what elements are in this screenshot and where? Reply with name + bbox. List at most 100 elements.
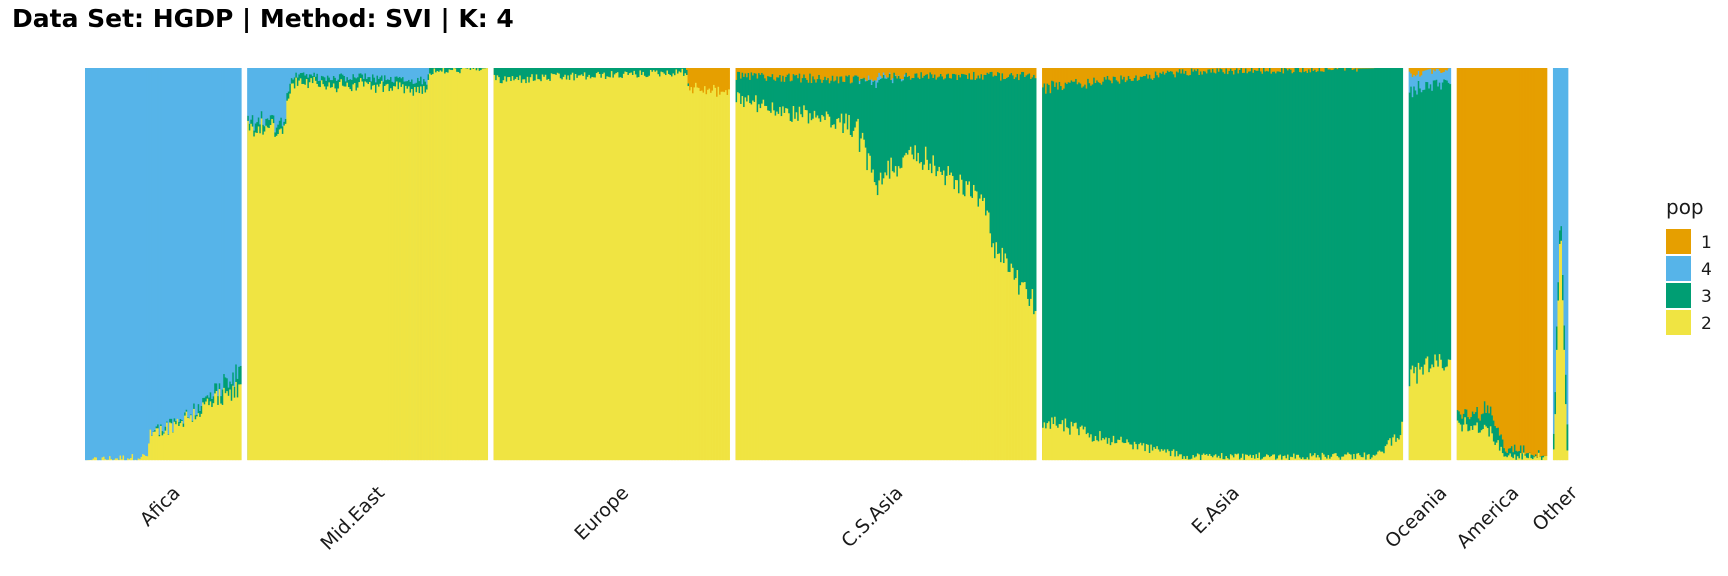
bar-segment-pop-3 xyxy=(1440,89,1443,360)
bar-segment-pop-2 xyxy=(158,436,161,461)
bar-segment-pop-2 xyxy=(1124,442,1127,461)
bar-segment-pop-2 xyxy=(677,73,679,461)
bar-segment-pop-2 xyxy=(352,84,355,461)
bar-segment-pop-1 xyxy=(1479,68,1482,421)
bar-segment-pop-1 xyxy=(885,68,888,78)
bar-segment-pop-3 xyxy=(827,77,830,115)
bar-segment-pop-3 xyxy=(1178,68,1181,455)
bar-segment-pop-2 xyxy=(1500,446,1503,461)
bar-segment-pop-1 xyxy=(762,68,765,75)
bar-segment-pop-2 xyxy=(1401,421,1404,461)
bar-segment-pop-1 xyxy=(1009,68,1011,75)
bar-segment-pop-3 xyxy=(612,68,615,78)
bar-segment-pop-2 xyxy=(325,89,328,461)
bar-segment-pop-3 xyxy=(657,68,660,75)
bar-segment-pop-3 xyxy=(785,76,788,109)
bar-segment-pop-2 xyxy=(1033,313,1035,461)
bar-segment-pop-2 xyxy=(127,458,129,461)
bar-segment-pop-1 xyxy=(1413,68,1416,75)
bar-segment-pop-3 xyxy=(472,68,475,69)
bar-segment-pop-1 xyxy=(912,68,915,79)
bar-segment-pop-2 xyxy=(233,397,236,461)
bar-segment-pop-3 xyxy=(202,397,205,403)
bar-segment-pop-2 xyxy=(208,404,211,461)
bar-segment-pop-2 xyxy=(942,170,945,461)
bar-segment-pop-3 xyxy=(879,78,882,173)
bar-segment-pop-2 xyxy=(359,77,362,461)
bar-segment-pop-3 xyxy=(1518,450,1521,459)
bar-segment-pop-2 xyxy=(1537,452,1540,461)
bar-segment-pop-1 xyxy=(1139,68,1142,77)
bar-segment-pop-2 xyxy=(985,215,987,461)
bar-segment-pop-2 xyxy=(849,134,852,461)
bar-segment-pop-3 xyxy=(528,68,531,83)
bar-segment-pop-2 xyxy=(173,421,176,461)
bar-segment-pop-2 xyxy=(1244,454,1247,461)
bar-segment-pop-1 xyxy=(1130,68,1133,81)
bar-segment-pop-2 xyxy=(604,78,607,461)
bar-segment-pop-3 xyxy=(1117,81,1120,440)
bar-segment-pop-3 xyxy=(311,75,314,84)
bar-segment-pop-2 xyxy=(1102,437,1105,461)
bar-segment-pop-3 xyxy=(296,77,299,86)
bar-segment-pop-3 xyxy=(1001,73,1004,248)
bar-segment-pop-4 xyxy=(403,68,406,82)
bar-segment-pop-3 xyxy=(439,68,442,71)
bar-segment-pop-2 xyxy=(1114,443,1117,461)
bar-segment-pop-2 xyxy=(1172,449,1175,461)
bar-segment-pop-2 xyxy=(905,152,908,461)
bar-segment-pop-2 xyxy=(933,165,936,461)
bar-segment-pop-4 xyxy=(878,72,881,81)
bar-segment-pop-4 xyxy=(166,68,168,422)
bar-segment-pop-1 xyxy=(777,68,780,78)
bar-segment-pop-3 xyxy=(643,68,646,76)
bar-segment-pop-4 xyxy=(100,68,102,461)
bar-segment-pop-2 xyxy=(541,74,544,461)
bar-segment-pop-2 xyxy=(1489,426,1492,461)
bar-segment-pop-1 xyxy=(1282,68,1285,74)
bar-segment-pop-2 xyxy=(202,402,205,461)
bar-segment-pop-3 xyxy=(562,68,565,77)
bar-segment-pop-1 xyxy=(774,68,777,81)
bar-segment-pop-2 xyxy=(387,83,389,461)
bar-segment-pop-4 xyxy=(347,68,350,80)
bar-segment-pop-2 xyxy=(1168,450,1171,461)
bar-segment-pop-3 xyxy=(607,68,610,77)
bar-segment-pop-1 xyxy=(1509,68,1512,449)
bar-segment-pop-2 xyxy=(265,125,268,461)
x-tick-label: C.S.Asia xyxy=(837,482,907,552)
bar-segment-pop-1 xyxy=(1540,68,1543,457)
bar-segment-pop-2 xyxy=(466,68,469,461)
legend-label-3: 3 xyxy=(1701,287,1712,307)
bar-segment-pop-1 xyxy=(923,68,926,76)
bar-segment-pop-3 xyxy=(669,68,672,76)
bar-segment-pop-1 xyxy=(1438,68,1441,71)
bar-segment-pop-2 xyxy=(1347,452,1349,461)
bar-segment-pop-4 xyxy=(1437,68,1440,87)
bar-segment-pop-2 xyxy=(130,457,132,461)
bar-segment-pop-2 xyxy=(263,131,266,461)
bar-segment-pop-4 xyxy=(92,68,95,459)
bar-segment-pop-1 xyxy=(1360,68,1363,69)
bar-segment-pop-1 xyxy=(1290,68,1292,70)
bar-segment-pop-4 xyxy=(229,68,232,382)
bar-segment-pop-1 xyxy=(1249,68,1252,72)
bar-segment-pop-2 xyxy=(1055,425,1058,461)
bar-segment-pop-3 xyxy=(379,77,382,84)
bar-segment-pop-4 xyxy=(872,80,875,82)
bar-segment-pop-2 xyxy=(1285,458,1288,461)
bar-segment-pop-2 xyxy=(953,188,956,461)
bar-segment-pop-2 xyxy=(758,104,760,461)
bar-segment-pop-1 xyxy=(1500,68,1503,435)
bar-segment-pop-3 xyxy=(1335,68,1337,454)
bar-segment-pop-1 xyxy=(914,68,917,74)
bar-segment-pop-2 xyxy=(454,68,457,461)
bar-segment-pop-1 xyxy=(1276,68,1279,72)
bar-segment-pop-1 xyxy=(1238,68,1241,70)
bar-segment-pop-4 xyxy=(223,68,226,375)
bar-segment-pop-3 xyxy=(406,80,409,89)
bar-segment-pop-4 xyxy=(346,68,349,78)
bar-segment-pop-2 xyxy=(680,72,682,461)
bar-segment-pop-3 xyxy=(1228,70,1231,460)
bar-segment-pop-2 xyxy=(346,82,349,461)
